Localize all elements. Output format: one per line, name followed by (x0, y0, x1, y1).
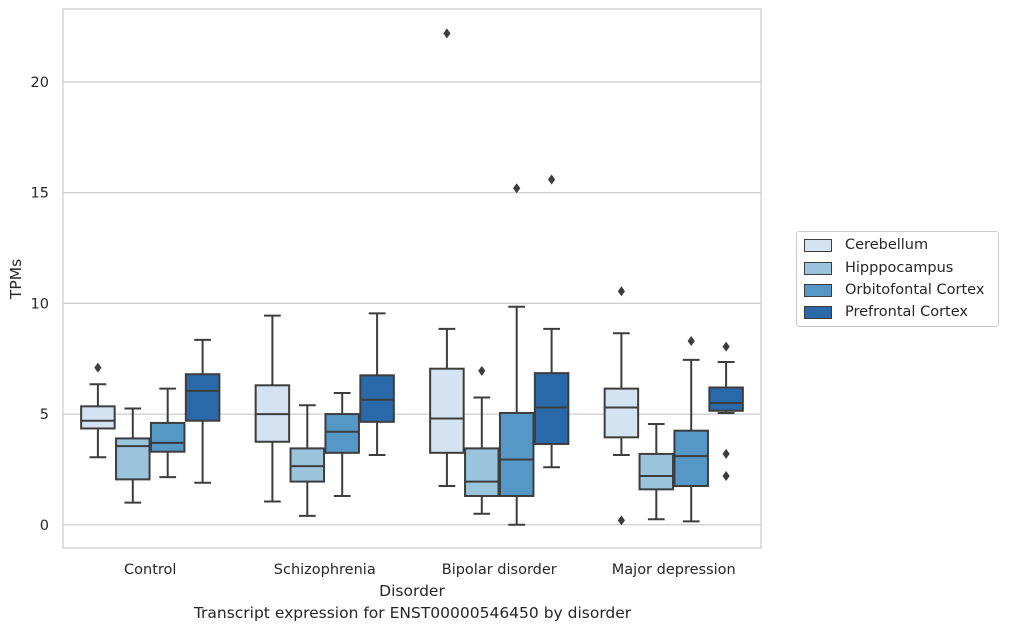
legend-item-orbitofontal-cortex: Orbitofontal Cortex (804, 280, 984, 300)
legend-swatch (804, 261, 832, 275)
iqr-box (184, 373, 221, 422)
box-2-1 (324, 392, 360, 497)
x-axis-label: Disorder (379, 582, 445, 600)
box-3-3 (708, 341, 744, 482)
iqr-box (638, 452, 675, 491)
x-tick-label: Bipolar disorder (442, 562, 557, 578)
x-tick-label: Control (124, 562, 176, 578)
y-tick-label: 10 (31, 296, 49, 312)
box-3-0 (184, 338, 221, 484)
gridlines (63, 81, 761, 526)
box-2-0 (149, 387, 186, 479)
y-axis-label: TPMs (7, 259, 25, 300)
iqr-box (149, 421, 186, 453)
iqr-box (673, 429, 709, 488)
axis-ticks: 0 5 10 15 20 Control Schizophrenia Bipolar diso… (31, 75, 736, 578)
x-tick-label: Schizophrenia (274, 562, 376, 578)
box-1-3 (638, 423, 675, 521)
y-tick-label: 5 (40, 407, 49, 423)
box-3-2 (533, 174, 570, 469)
outlier-point (617, 286, 625, 297)
box-2-2 (498, 183, 535, 526)
plot-area-frame (62, 8, 762, 549)
y-tick-label: 20 (31, 75, 49, 91)
figure-caption: Transcript expression for ENST0000054645… (193, 604, 632, 622)
box-2-3 (673, 336, 709, 523)
iqr-box (464, 447, 500, 497)
box-0-0 (80, 362, 116, 459)
legend-label: Orbitofontal Cortex (845, 282, 985, 298)
outlier-point (443, 28, 451, 39)
iqr-box (359, 374, 395, 423)
box-1-1 (289, 404, 326, 517)
y-tick-label: 15 (31, 186, 49, 202)
outlier-point (722, 471, 730, 482)
legend-item-hipppocampus: Hipppocampus (804, 258, 953, 278)
iqr-box (429, 367, 465, 454)
outlier-point (478, 365, 486, 376)
iqr-box (498, 411, 535, 497)
iqr-box (533, 372, 570, 445)
iqr-box (289, 447, 326, 483)
iqr-box (115, 437, 151, 481)
outlier-point (94, 362, 102, 373)
box-0-2 (429, 28, 465, 488)
iqr-box (80, 405, 116, 430)
legend-swatch (804, 283, 832, 297)
legend-label: Prefrontal Cortex (845, 304, 968, 320)
x-tick-label: Major depression (612, 562, 736, 578)
legend-item-prefrontal-cortex: Prefrontal Cortex (804, 302, 968, 322)
box-3-1 (359, 312, 395, 457)
outlier-point (687, 336, 695, 347)
box-marks (80, 28, 744, 526)
iqr-box (603, 387, 640, 439)
box-1-2 (464, 365, 500, 515)
iqr-box (708, 386, 744, 412)
iqr-box (324, 413, 360, 454)
outlier-point (548, 174, 556, 185)
box-0-3 (603, 286, 640, 526)
legend: Cerebellum Hipppocampus Orbitofontal Cor… (796, 231, 999, 327)
legend-item-cerebellum: Cerebellum (804, 235, 928, 255)
box-0-1 (254, 314, 291, 503)
legend-label: Cerebellum (845, 237, 929, 253)
legend-label: Hipppocampus (845, 260, 954, 276)
y-tick-label: 0 (40, 518, 49, 534)
outlier-point (513, 183, 521, 194)
legend-swatch (804, 305, 832, 319)
outlier-point (617, 515, 625, 526)
outlier-point (722, 341, 730, 352)
legend-swatch (804, 238, 832, 252)
box-1-0 (115, 407, 151, 504)
outlier-point (722, 448, 730, 459)
